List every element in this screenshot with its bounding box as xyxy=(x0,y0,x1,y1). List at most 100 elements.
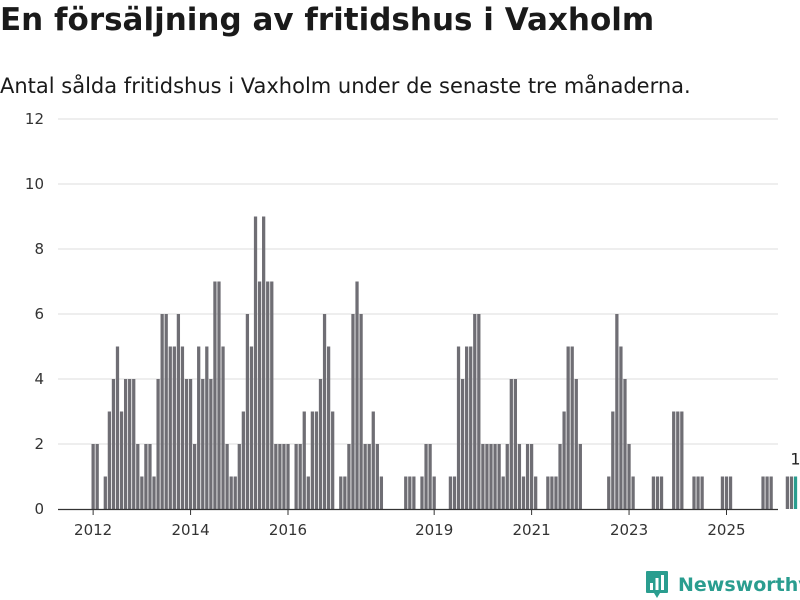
bar xyxy=(270,281,274,509)
bar xyxy=(302,411,306,509)
bar xyxy=(164,314,168,509)
x-tick-label: 2021 xyxy=(513,521,551,539)
bar xyxy=(509,379,513,509)
bar xyxy=(497,444,501,509)
bar xyxy=(525,444,530,509)
bar xyxy=(505,444,509,509)
x-tick-label: 2023 xyxy=(610,521,648,539)
bar xyxy=(233,476,237,509)
bar xyxy=(152,476,156,509)
bar xyxy=(566,346,570,509)
brand-logo: Newsworthy xyxy=(645,570,800,600)
bar xyxy=(379,476,384,509)
bar xyxy=(412,476,416,509)
bar xyxy=(156,379,160,509)
bar xyxy=(558,444,562,509)
bar xyxy=(355,281,359,509)
x-tick-label: 2016 xyxy=(269,521,307,539)
bar xyxy=(513,379,517,509)
bar xyxy=(432,476,436,509)
bar xyxy=(785,476,790,509)
bar xyxy=(245,314,250,509)
bar xyxy=(529,444,534,509)
bar xyxy=(176,314,181,509)
bar xyxy=(193,444,197,509)
bar xyxy=(574,379,578,509)
bar xyxy=(123,379,128,509)
bar xyxy=(266,281,270,509)
bar xyxy=(282,444,286,509)
bar xyxy=(213,281,217,509)
bar xyxy=(631,476,635,509)
x-tick-label: 2014 xyxy=(171,521,209,539)
bar xyxy=(197,346,201,509)
bar xyxy=(672,411,676,509)
bar xyxy=(262,216,266,509)
bar xyxy=(769,476,773,509)
bar xyxy=(570,346,574,509)
bar xyxy=(408,476,412,509)
bar xyxy=(765,476,769,509)
bar xyxy=(428,444,432,509)
bar xyxy=(115,346,120,509)
page-subtitle: Antal sålda fritidshus i Vaxholm under d… xyxy=(0,74,691,98)
bar xyxy=(724,476,729,509)
bar xyxy=(473,314,477,509)
y-tick-label: 6 xyxy=(34,305,44,323)
bar xyxy=(343,476,347,509)
x-tick-label: 2012 xyxy=(74,521,112,539)
bar xyxy=(172,346,176,509)
bar xyxy=(359,314,363,509)
bar xyxy=(136,444,140,509)
bar xyxy=(298,444,302,509)
bar xyxy=(314,411,319,509)
bar xyxy=(676,411,680,509)
x-tick-label: 2025 xyxy=(707,521,745,539)
bar xyxy=(95,444,99,509)
bar xyxy=(201,379,205,509)
highlight-bar xyxy=(793,476,798,509)
bar xyxy=(339,476,343,509)
bar xyxy=(180,346,185,509)
bar xyxy=(578,444,582,509)
y-tick-label: 4 xyxy=(34,370,44,388)
bar xyxy=(720,476,725,509)
bar xyxy=(148,444,152,509)
brand-name: Newsworthy xyxy=(678,574,800,596)
bar xyxy=(310,411,314,509)
bar xyxy=(452,476,457,509)
bar xyxy=(550,476,554,509)
bar xyxy=(501,476,505,509)
bar xyxy=(651,476,656,509)
bar xyxy=(534,476,538,509)
bar xyxy=(107,411,111,509)
bar xyxy=(119,411,124,509)
y-tick-label: 10 xyxy=(25,175,44,193)
bar xyxy=(253,216,258,509)
bar xyxy=(249,346,254,509)
y-tick-label: 12 xyxy=(25,110,44,128)
bar-chart-logo-icon xyxy=(646,571,668,598)
bar xyxy=(485,444,489,509)
bar xyxy=(659,476,664,509)
bar xyxy=(465,346,469,509)
bar xyxy=(188,379,193,509)
bar xyxy=(278,444,282,509)
bar xyxy=(477,314,481,509)
bar xyxy=(789,476,794,509)
bar xyxy=(489,444,493,509)
bar xyxy=(237,444,241,509)
x-tick-label: 2019 xyxy=(415,521,453,539)
bar xyxy=(404,476,408,509)
bar xyxy=(140,476,144,509)
bar xyxy=(294,444,298,509)
bar xyxy=(144,444,148,509)
bar xyxy=(700,476,704,509)
bar xyxy=(326,346,331,509)
bar xyxy=(680,411,684,509)
bar xyxy=(481,444,485,509)
bar xyxy=(367,444,371,509)
bar xyxy=(615,314,619,509)
bar xyxy=(331,411,335,509)
bar xyxy=(627,444,631,509)
